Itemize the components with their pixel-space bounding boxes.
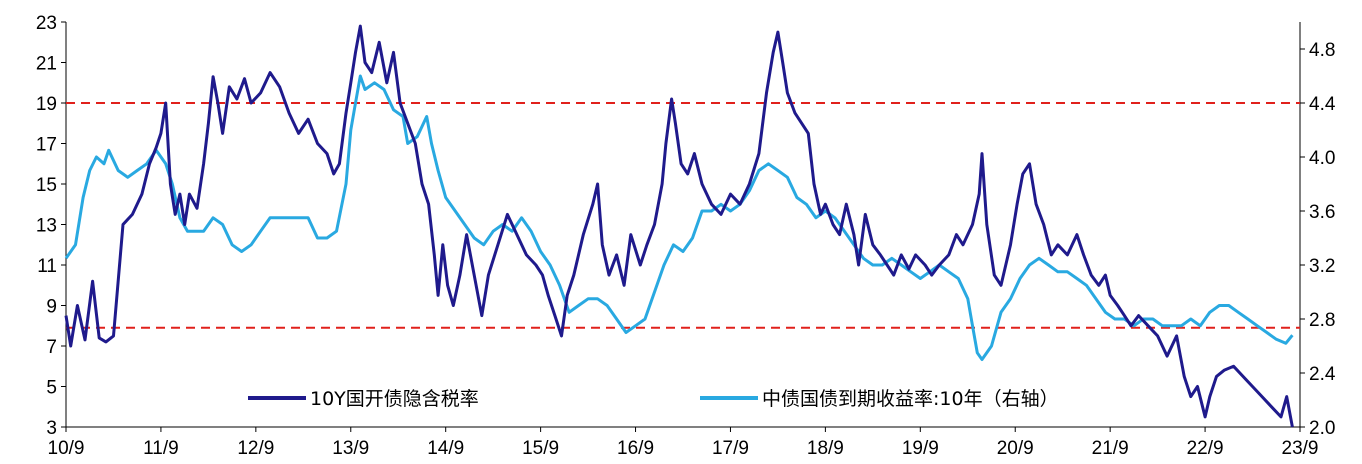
series-lines [64, 24, 1294, 428]
series-line-treasury-yield [64, 74, 1294, 361]
x-tick-label: 16/9 [617, 438, 654, 459]
legend-label-treasury-yield: 中债国债到期收益率:10年（右轴） [762, 388, 1059, 410]
reference-lines [66, 102, 1300, 329]
axes: 3 5 7 9 11 13 15 17 19 21 23 2.0 2.4 2.8 3.2 3.6 4.0 4.4 4… [36, 13, 1336, 459]
left-tick-label: 7 [46, 337, 57, 358]
right-tick-label: 3.6 [1309, 202, 1335, 223]
x-tick-label: 22/9 [1187, 438, 1224, 459]
x-tick-label: 11/9 [143, 438, 179, 459]
x-tick-label: 10/9 [48, 438, 85, 459]
right-tick-label: 3.2 [1309, 256, 1335, 277]
x-tick-label: 12/9 [237, 438, 274, 459]
x-tick-label: 20/9 [997, 438, 1034, 459]
x-tick-label: 17/9 [712, 438, 749, 459]
right-tick-label: 4.8 [1309, 40, 1335, 61]
left-tick-label: 11 [37, 256, 57, 277]
right-tick-label: 2.4 [1309, 364, 1336, 385]
left-tick-label: 15 [36, 175, 57, 196]
left-tick-label: 13 [36, 216, 57, 237]
right-tick-label: 2.8 [1309, 310, 1335, 331]
left-tick-label: 19 [36, 94, 57, 115]
series-line-implied-tax-rate [64, 24, 1294, 428]
x-tick-label: 18/9 [807, 438, 844, 459]
left-tick-label: 23 [36, 13, 57, 34]
left-tick-label: 21 [36, 54, 57, 75]
x-tick-label: 15/9 [522, 438, 559, 459]
x-tick-label: 21/9 [1092, 438, 1129, 459]
x-tick-label: 19/9 [902, 438, 939, 459]
left-tick-label: 3 [46, 418, 57, 439]
x-tick-label: 13/9 [332, 438, 369, 459]
left-tick-label: 17 [36, 135, 57, 156]
legend: 10Y国开债隐含税率 中债国债到期收益率:10年（右轴） [248, 388, 1059, 410]
x-tick-label: 23/9 [1282, 438, 1319, 459]
left-tick-label: 5 [46, 378, 57, 399]
right-tick-label: 2.0 [1309, 418, 1335, 439]
legend-label-implied-tax-rate: 10Y国开债隐含税率 [310, 388, 479, 410]
left-tick-label: 9 [46, 297, 57, 318]
x-tick-label: 14/9 [427, 438, 464, 459]
right-tick-label: 4.4 [1309, 94, 1336, 115]
right-tick-label: 4.0 [1309, 148, 1335, 169]
